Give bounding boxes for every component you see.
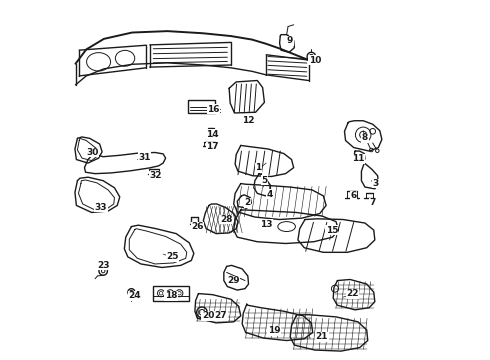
Text: 7: 7	[369, 198, 376, 207]
Text: 6: 6	[350, 192, 357, 201]
Text: 15: 15	[325, 226, 338, 235]
Text: 11: 11	[352, 154, 364, 163]
Text: 31: 31	[138, 153, 151, 162]
Text: 10: 10	[309, 55, 321, 64]
Text: 25: 25	[167, 252, 179, 261]
Text: 22: 22	[346, 289, 359, 298]
Text: 12: 12	[242, 116, 255, 125]
FancyBboxPatch shape	[188, 100, 216, 113]
Text: 3: 3	[372, 179, 379, 188]
Text: 8: 8	[362, 133, 368, 142]
Text: 18: 18	[165, 291, 177, 300]
Text: 9: 9	[287, 36, 294, 45]
Text: 21: 21	[316, 333, 328, 342]
Text: 5: 5	[261, 176, 268, 185]
Text: 33: 33	[95, 203, 107, 212]
Text: 26: 26	[191, 222, 204, 231]
Text: 23: 23	[97, 261, 109, 270]
Text: 30: 30	[86, 148, 99, 157]
Text: 13: 13	[260, 220, 272, 229]
Text: 17: 17	[206, 142, 219, 151]
Text: 4: 4	[267, 190, 273, 199]
Text: 27: 27	[215, 311, 227, 320]
Text: 24: 24	[128, 291, 141, 300]
Text: 28: 28	[220, 215, 233, 224]
Text: 16: 16	[207, 105, 220, 114]
Text: 1: 1	[255, 163, 262, 172]
Text: 2: 2	[245, 198, 251, 207]
Text: 29: 29	[227, 276, 240, 285]
Text: 19: 19	[268, 327, 280, 336]
Text: 14: 14	[206, 130, 219, 139]
Text: 32: 32	[150, 171, 162, 180]
FancyBboxPatch shape	[153, 286, 189, 301]
Text: 20: 20	[202, 311, 214, 320]
